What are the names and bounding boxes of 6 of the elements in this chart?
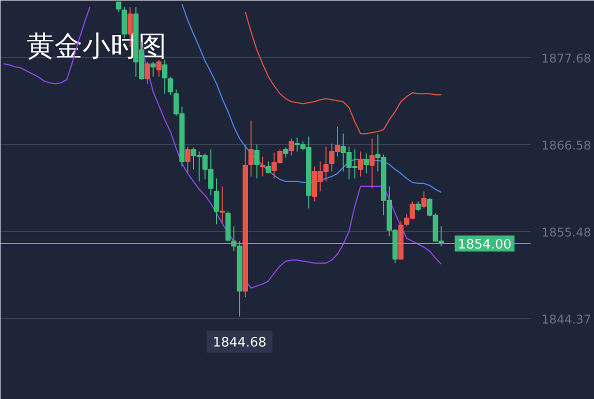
y-tick-label: 1866.58 [542, 138, 592, 152]
y-tick-label: 1844.37 [542, 312, 592, 326]
y-tick-label: 1855.48 [542, 225, 592, 240]
ref-line-label: 1854.00 [458, 238, 512, 253]
y-tick-label: 1877.68 [542, 51, 592, 66]
annotation: 1844.68 [212, 336, 266, 351]
